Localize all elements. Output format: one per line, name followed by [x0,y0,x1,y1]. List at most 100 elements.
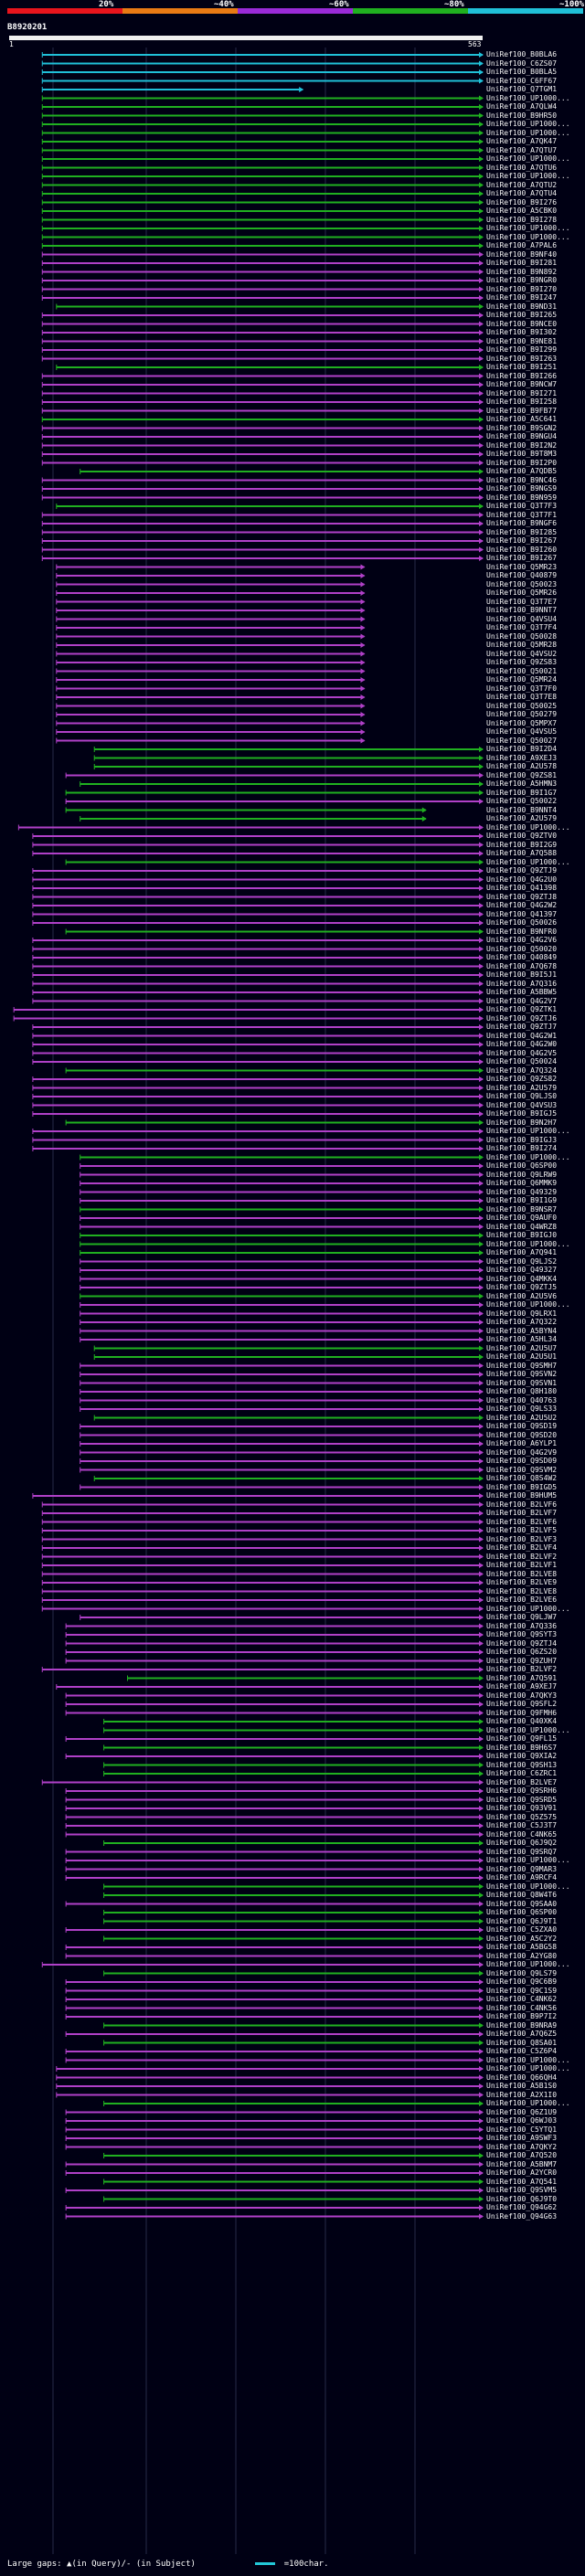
hit-label[interactable]: UniRef100_B9SGN2 [486,424,558,432]
hit-label[interactable]: UniRef100_Q9LRW9 [486,1171,558,1179]
hit-label[interactable]: UniRef100_B9I270 [486,285,558,293]
hit-label[interactable]: UniRef100_B9I2P0 [486,459,558,467]
hit-label[interactable]: UniRef100_B9I263 [486,355,558,363]
hit-label[interactable]: UniRef100_Q9ZTJ6 [486,1014,558,1023]
hit-label[interactable]: UniRef100_Q9AUF0 [486,1214,558,1222]
hit-label[interactable]: UniRef100_Q9ZTJ7 [486,1023,558,1031]
hit-label[interactable]: UniRef100_A7Q324 [486,1066,558,1075]
hit-label[interactable]: UniRef100_Q3T7E7 [486,598,558,606]
hit-label[interactable]: UniRef100_Q5Z575 [486,1813,558,1821]
hit-label[interactable]: UniRef100_Q94G63 [486,2212,558,2221]
hit-label[interactable]: UniRef100_B2LVE9 [486,1579,558,1586]
hit-label[interactable]: UniRef100_Q3T7F0 [486,684,558,693]
hit-label[interactable]: UniRef100_UP1000... [486,2065,570,2072]
hit-label[interactable]: UniRef100_B9HR50 [486,111,558,120]
hit-label[interactable]: UniRef100_B9NNT4 [486,806,558,814]
hit-label[interactable]: UniRef100_Q6J9T1 [486,1917,558,1925]
hit-label[interactable]: UniRef100_UP1000... [486,1301,570,1309]
hit-label[interactable]: UniRef100_Q8W4T6 [486,1892,558,1899]
hit-label[interactable]: UniRef100_Q9LS79 [486,1969,558,1977]
hit-label[interactable]: UniRef100_B9NRA9 [486,2021,558,2030]
hit-label[interactable]: UniRef100_A2YCR0 [486,2169,558,2177]
hit-label[interactable]: UniRef100_B9I285 [486,528,558,536]
hit-label[interactable]: UniRef100_Q9ZTJ5 [486,1284,558,1291]
hit-label[interactable]: UniRef100_A7QTU6 [486,164,558,172]
hit-label[interactable]: UniRef100_Q4G2W2 [486,902,558,909]
hit-label[interactable]: UniRef100_Q9SH13 [486,1761,558,1769]
hit-label[interactable]: UniRef100_Q6SP00 [486,1162,558,1170]
hit-label[interactable]: UniRef100_B9IGJ3 [486,1136,558,1144]
hit-label[interactable]: UniRef100_B2LVF2 [486,1553,558,1561]
hit-label[interactable]: UniRef100_Q4G2W0 [486,1041,558,1048]
hit-label[interactable]: UniRef100_Q9SYT3 [486,1631,558,1638]
hit-label[interactable]: UniRef100_B9IGJ5 [486,1110,558,1118]
hit-label[interactable]: UniRef100_Q3T7F1 [486,511,558,519]
hit-label[interactable]: UniRef100_B9I2G9 [486,841,558,849]
hit-label[interactable]: UniRef100_A2X1I0 [486,2091,558,2099]
hit-label[interactable]: UniRef100_UP1000... [486,129,570,137]
hit-label[interactable]: UniRef100_B2LVF6 [486,1500,558,1509]
hit-label[interactable]: UniRef100_A7QK47 [486,138,558,145]
hit-label[interactable]: UniRef100_B9P7I2 [486,2013,558,2020]
hit-label[interactable]: UniRef100_B9NGU4 [486,433,558,440]
hit-label[interactable]: UniRef100_A7Q678 [486,962,558,970]
hit-label[interactable]: UniRef100_UP1000... [486,173,570,180]
hit-label[interactable]: UniRef100_Q6J9T0 [486,2195,558,2203]
hit-label[interactable]: UniRef100_B2LVE6 [486,1596,558,1604]
hit-label[interactable]: UniRef100_C5J3T7 [486,1822,558,1829]
hit-label[interactable]: UniRef100_Q9ZTJ8 [486,893,558,901]
hit-label[interactable]: UniRef100_C6ZS07 [486,59,558,68]
hit-label[interactable]: UniRef100_Q9ZTJ9 [486,867,558,875]
hit-label[interactable]: UniRef100_A9XEJ7 [486,1683,558,1691]
hit-label[interactable]: UniRef100_A5BYN4 [486,1327,558,1335]
hit-label[interactable]: UniRef100_Q9SVM5 [486,2187,558,2194]
hit-label[interactable]: UniRef100_B9NSR7 [486,1205,558,1214]
hit-label[interactable]: UniRef100_B9I267 [486,537,558,545]
hit-label[interactable]: UniRef100_Q9ZTK1 [486,1006,558,1013]
hit-label[interactable]: UniRef100_C4NK65 [486,1830,558,1839]
hit-label[interactable]: UniRef100_Q9SVN2 [486,1371,558,1378]
hit-label[interactable]: UniRef100_Q6WJ03 [486,2117,558,2125]
hit-label[interactable]: UniRef100_B0BLA6 [486,51,558,58]
hit-label[interactable]: UniRef100_Q9C1S9 [486,1987,558,1995]
hit-label[interactable]: UniRef100_Q40763 [486,1396,558,1405]
hit-label[interactable]: UniRef100_A7QKY3 [486,1691,558,1700]
hit-label[interactable]: UniRef100_B9NE81 [486,337,558,345]
hit-label[interactable]: UniRef100_A5BNM7 [486,2160,558,2168]
hit-label[interactable]: UniRef100_B9I276 [486,198,558,207]
hit-label[interactable]: UniRef100_Q9SD20 [486,1431,558,1439]
hit-label[interactable]: UniRef100_C5YTQ1 [486,2125,558,2134]
hit-label[interactable]: UniRef100_A2U5U1 [486,1353,558,1361]
hit-label[interactable]: UniRef100_Q9ZTV0 [486,832,558,840]
hit-label[interactable]: UniRef100_C4NK62 [486,1996,558,2003]
hit-label[interactable]: UniRef100_UP1000... [486,1961,570,1968]
hit-label[interactable]: UniRef100_Q50020 [486,945,558,953]
hit-label[interactable]: UniRef100_B9I5J1 [486,971,558,979]
hit-label[interactable]: UniRef100_B9N892 [486,268,558,276]
hit-label[interactable]: UniRef100_B2LVF2 [486,1666,558,1673]
hit-label[interactable]: UniRef100_Q4G2V5 [486,1049,558,1057]
hit-label[interactable]: UniRef100_Q9XIA2 [486,1753,558,1760]
hit-label[interactable]: UniRef100_B2LVE8 [486,1570,558,1578]
hit-label[interactable]: UniRef100_B2LVF3 [486,1535,558,1543]
hit-label[interactable]: UniRef100_B9N2H7 [486,1118,558,1127]
hit-label[interactable]: UniRef100_Q8H180 [486,1388,558,1395]
hit-label[interactable]: UniRef100_B9HUM5 [486,1492,558,1500]
hit-label[interactable]: UniRef100_Q9ZS81 [486,771,558,779]
hit-label[interactable]: UniRef100_A2U579 [486,1084,558,1092]
hit-label[interactable]: UniRef100_B0BLA5 [486,69,558,76]
hit-label[interactable]: UniRef100_UP1000... [486,1726,570,1734]
hit-label[interactable]: UniRef100_Q3T7F3 [486,503,558,510]
hit-label[interactable]: UniRef100_B2LVF7 [486,1510,558,1517]
hit-label[interactable]: UniRef100_Q66QH4 [486,2073,558,2082]
hit-label[interactable]: UniRef100_A7Q6Z5 [486,2030,558,2038]
hit-label[interactable]: UniRef100_Q6J9Q2 [486,1839,558,1847]
hit-label[interactable]: UniRef100_Q49329 [486,1188,558,1196]
hit-label[interactable]: UniRef100_Q9SRQ7 [486,1848,558,1856]
hit-label[interactable]: UniRef100_Q9ZTJ4 [486,1639,558,1648]
hit-label[interactable]: UniRef100_A7QDB5 [486,468,558,475]
hit-label[interactable]: UniRef100_B2LVF5 [486,1527,558,1534]
hit-label[interactable]: UniRef100_Q4G2V6 [486,937,558,944]
hit-label[interactable]: UniRef100_UP1000... [486,1882,570,1891]
hit-label[interactable]: UniRef100_Q4VSU3 [486,1101,558,1109]
